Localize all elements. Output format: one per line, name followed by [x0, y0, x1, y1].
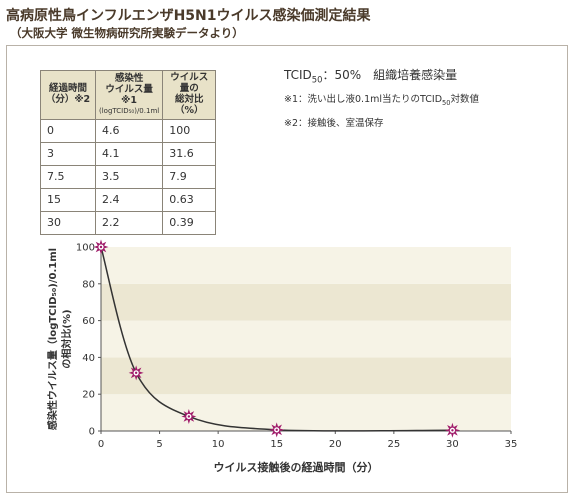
y-tick-label: 60	[82, 316, 95, 327]
page-subtitle: （大阪大学 微生物病研究所実験データより）	[10, 26, 244, 40]
table-cell: 100	[162, 118, 217, 143]
x-tick-label: 5	[156, 439, 162, 450]
y-tick-label: 80	[82, 279, 95, 290]
table-row: 15 2.4 0.63	[40, 187, 217, 212]
x-tick-label: 20	[329, 439, 342, 450]
table-cell: 4.1	[94, 141, 164, 166]
table-cell: 2.4	[94, 187, 164, 212]
data-point	[444, 422, 460, 438]
data-point	[128, 365, 144, 381]
note-tcid: TCID50：50% 組織培養感染量	[284, 66, 479, 84]
x-tick-label: 35	[505, 439, 518, 450]
plot-band	[101, 357, 511, 395]
x-axis-label: ウイルス接触後の経過時間（分）	[214, 460, 379, 474]
table-row: 30 2.2 0.39	[40, 210, 217, 235]
note-text: TCID	[284, 68, 312, 82]
x-tick-label: 10	[212, 439, 225, 450]
y-axis-label: の相対比(%)	[60, 309, 73, 368]
table-cell: 4.6	[94, 118, 164, 143]
note-text: ※1：洗い出し液0.1ml当たりのTCID	[284, 94, 443, 106]
table-header-row: 経過時間 （分）※2 感染性 ウイルス量※1 (logTCID₅₀)/0.1ml…	[40, 70, 217, 120]
header-line: 総対比（%）	[174, 93, 204, 116]
note-1: ※1：洗い出し液0.1ml当たりのTCID50対数値	[284, 91, 479, 107]
notes-block: TCID50：50% 組織培養感染量 ※1：洗い出し液0.1ml当たりのTCID…	[284, 66, 479, 137]
plot-band	[101, 320, 511, 358]
plot-band	[101, 247, 511, 284]
header-line: (logTCID₅₀)/0.1ml	[99, 107, 160, 116]
plot-band	[101, 283, 511, 321]
table-cell: 0.63	[162, 187, 217, 212]
data-point	[269, 422, 285, 438]
table-cell: 15	[40, 187, 96, 212]
note-text: 対数値	[450, 94, 479, 106]
header-line: 経過時間	[48, 82, 87, 94]
table-cell: 0.39	[162, 210, 217, 235]
y-tick-label: 40	[82, 353, 95, 364]
data-point	[93, 239, 109, 255]
header-line: ウイルス量の	[170, 72, 209, 94]
header-line: 感染性	[114, 73, 144, 85]
y-axis-label: 感染性ウイルス量（logTCID₅₀)/0.1ml	[46, 248, 59, 430]
x-tick-label: 30	[446, 439, 459, 450]
table-cell: 7.5	[40, 164, 96, 189]
y-tick-label: 20	[82, 390, 95, 401]
header-relative-ratio: ウイルス量の 総対比（%）	[162, 70, 217, 120]
x-tick-label: 0	[98, 439, 104, 450]
header-line: （分）※2	[45, 93, 91, 105]
table-cell: 2.2	[94, 210, 164, 235]
y-tick-label: 0	[89, 427, 95, 438]
y-tick-label: 100	[76, 243, 95, 254]
plot-band	[101, 394, 511, 431]
header-virus-amount: 感染性 ウイルス量※1 (logTCID₅₀)/0.1ml	[94, 70, 164, 120]
page-title: 高病原性鳥インフルエンザH5N1ウイルス感染価測定結果	[6, 8, 371, 24]
data-table: 経過時間 （分）※2 感染性 ウイルス量※1 (logTCID₅₀)/0.1ml…	[40, 70, 217, 235]
note-sub: 50	[442, 99, 451, 108]
header-line: ウイルス量※1	[105, 84, 153, 107]
x-tick-label: 15	[270, 439, 283, 450]
note-sub: 50	[311, 74, 323, 85]
table-row: 0 4.6 100	[40, 118, 217, 143]
note-text: ：50% 組織培養感染量	[322, 68, 458, 82]
series-line	[100, 246, 453, 432]
x-tick-label: 25	[387, 439, 400, 450]
data-point	[181, 408, 197, 424]
table-row: 7.5 3.5 7.9	[40, 164, 217, 189]
note-2: ※2：接触後、室温保存	[284, 118, 384, 130]
